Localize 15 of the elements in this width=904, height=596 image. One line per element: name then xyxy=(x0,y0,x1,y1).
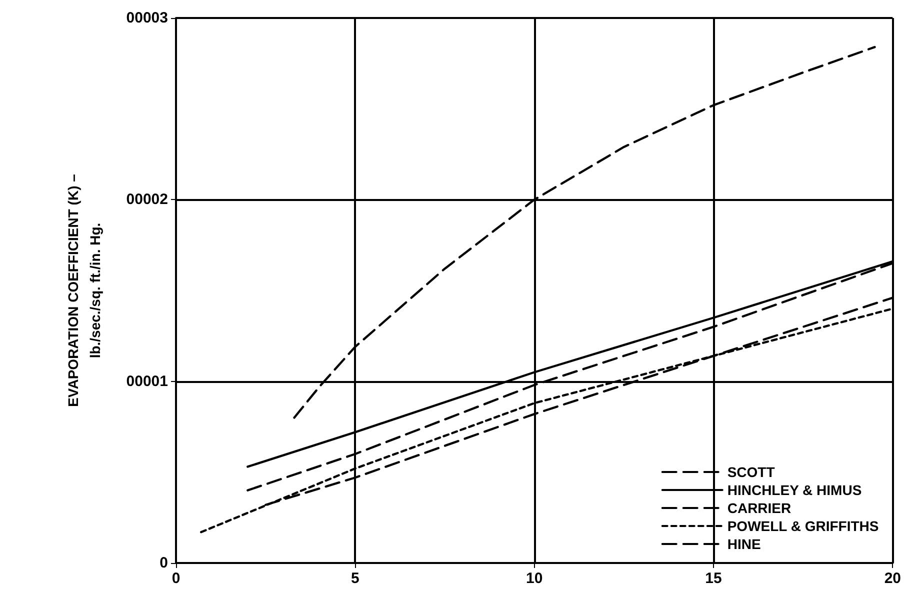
y-tick-label: 00003 xyxy=(126,10,168,26)
legend-label: SCOTT xyxy=(727,464,776,480)
y-tick-label: 00001 xyxy=(126,372,168,390)
x-tick-label: 0 xyxy=(172,570,180,587)
legend-label: HINE xyxy=(727,536,761,552)
legend-label: POWELL & GRIFFITHS xyxy=(727,518,879,534)
x-tick-label: 15 xyxy=(705,570,722,587)
x-tick-label: 20 xyxy=(884,570,901,587)
legend-label: HINCHLEY & HIMUS xyxy=(727,482,862,498)
y-tick-label: 0 xyxy=(160,554,168,572)
x-tick-label: 5 xyxy=(350,570,360,587)
legend-label: CARRIER xyxy=(727,500,792,516)
y-tick-label: 00002 xyxy=(126,191,168,208)
y-axis-title: EVAPORATION COEFFICIENT (K) – lb./sec./sq. ft./in. Hg. xyxy=(65,174,103,407)
x-tick-label: 10 xyxy=(526,570,543,587)
